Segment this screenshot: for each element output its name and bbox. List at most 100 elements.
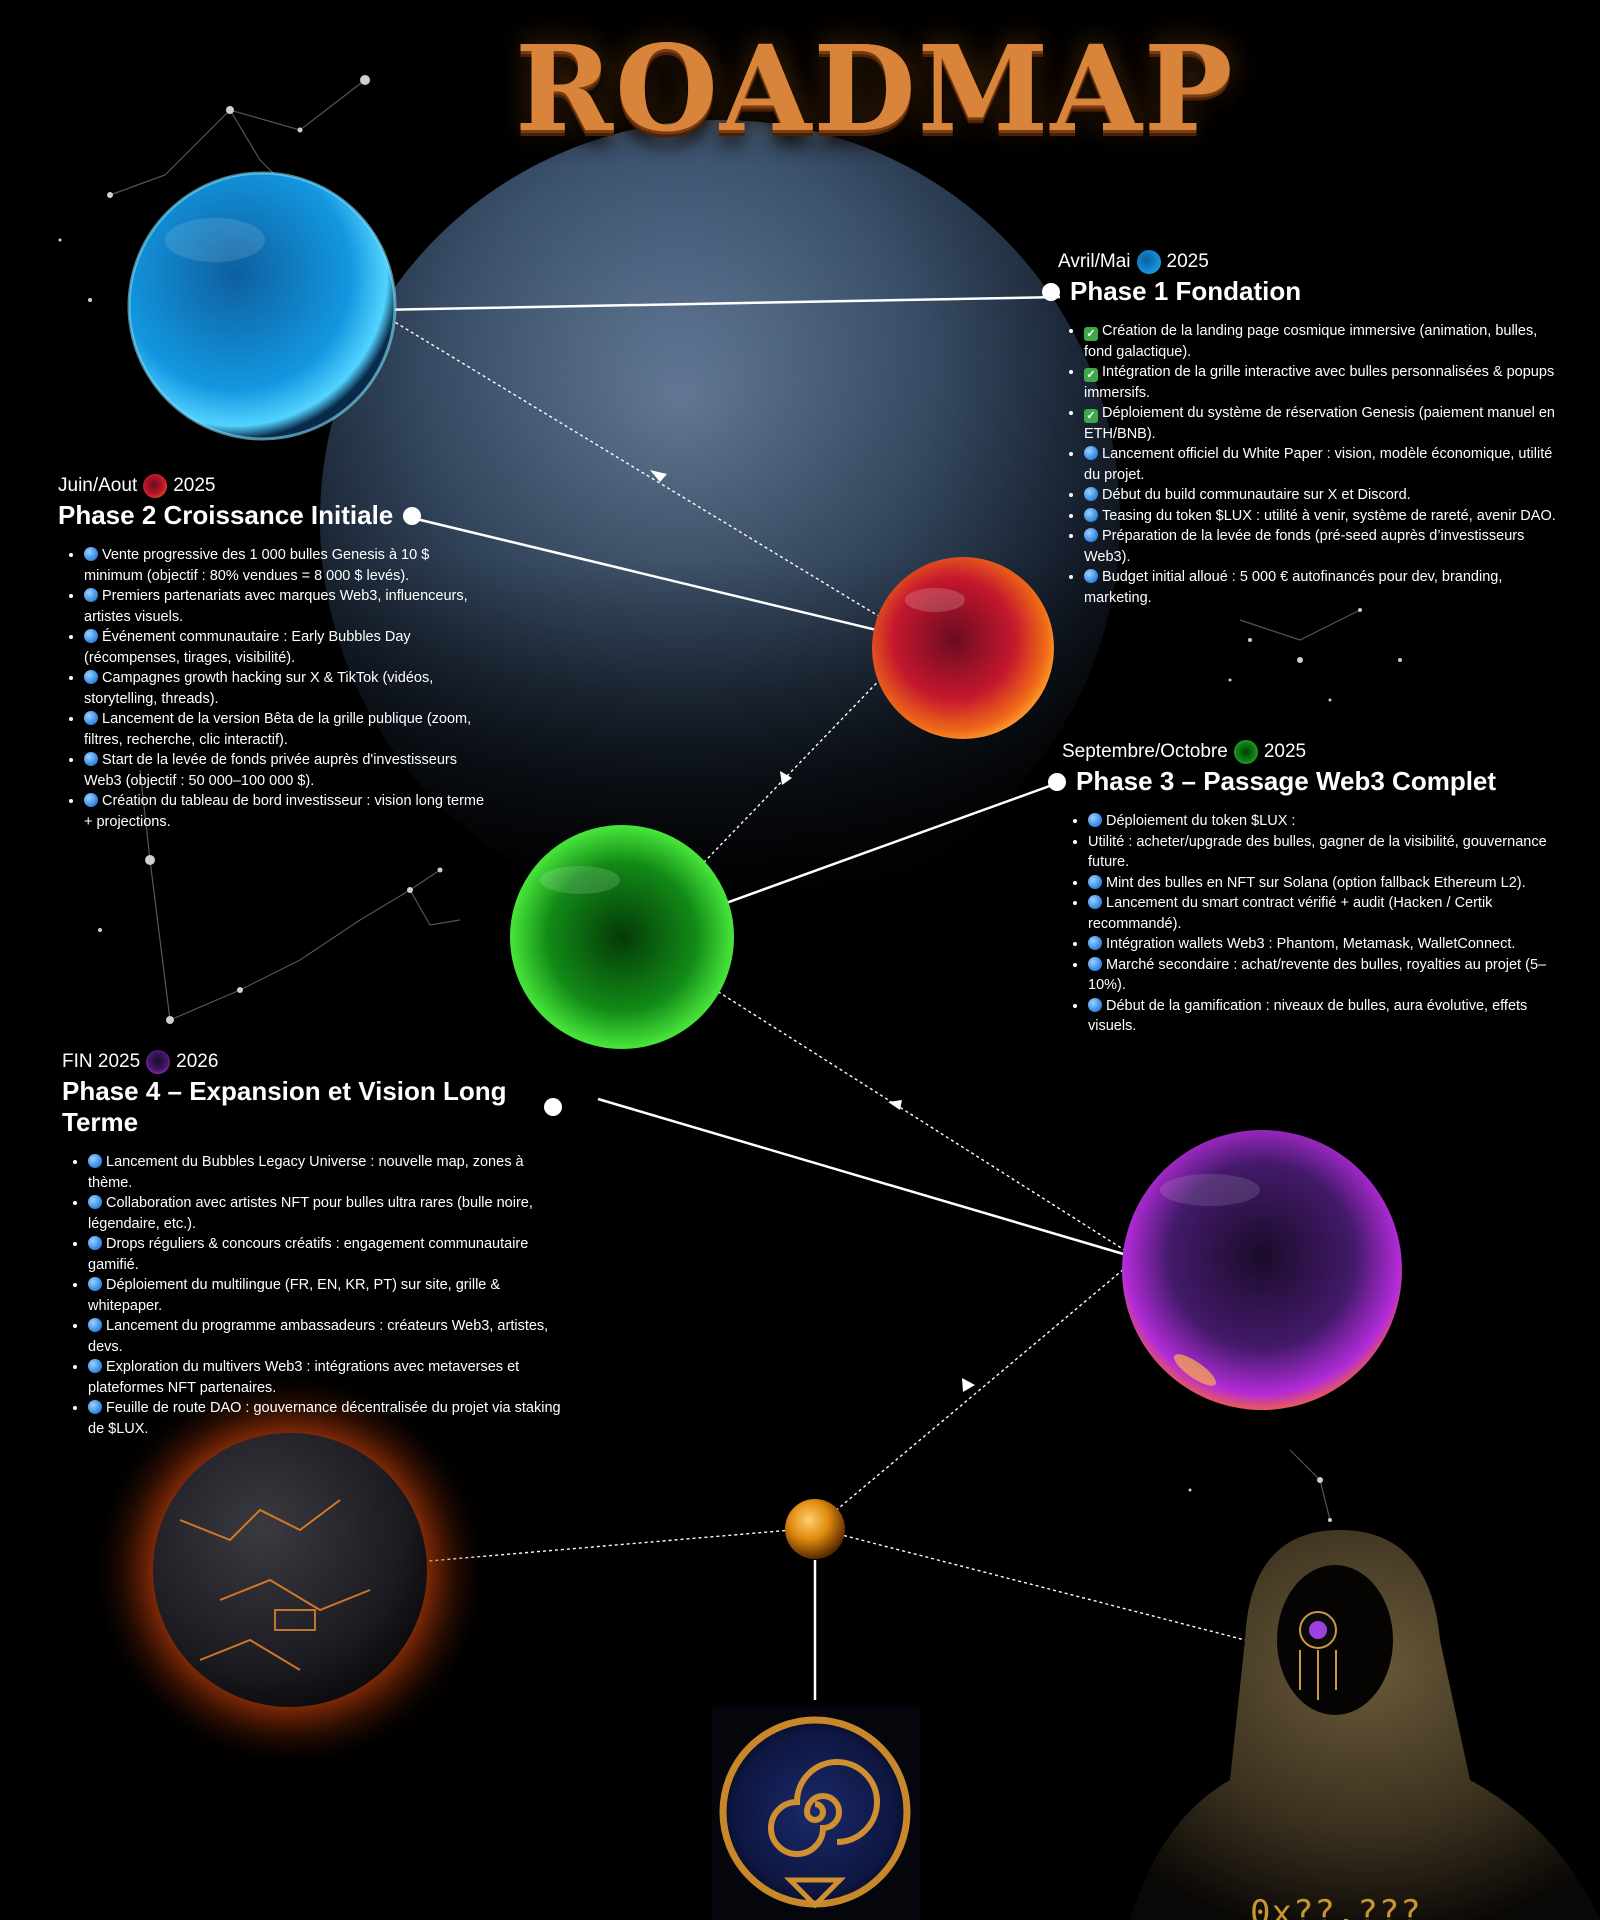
- phase3-item: Lancement du smart contract vérifié + au…: [1088, 893, 1562, 934]
- blue-bubble-icon: [1136, 250, 1161, 274]
- phase4-title-text: Phase 4 – Expansion et Vision Long Terme: [62, 1076, 507, 1137]
- phase3-period: Septembre/Octobre 2025: [1062, 740, 1562, 764]
- phase1-item: Lancement officiel du White Paper : visi…: [1084, 444, 1558, 485]
- phase1-item: Préparation de la levée de fonds (pré-se…: [1084, 526, 1558, 567]
- item-text: Événement communautaire : Early Bubbles …: [84, 629, 411, 666]
- blue-circle-icon: [1084, 528, 1098, 542]
- phase4-item: Feuille de route DAO : gouvernance décen…: [88, 1398, 562, 1439]
- item-text: Lancement du smart contract vérifié + au…: [1088, 895, 1493, 932]
- item-text: Préparation de la levée de fonds (pré-se…: [1084, 528, 1525, 565]
- item-text: Budget initial alloué : 5 000 € autofina…: [1084, 569, 1503, 606]
- item-text: Intégration wallets Web3 : Phantom, Meta…: [1106, 936, 1516, 952]
- phase1-title: Phase 1 Fondation: [1042, 276, 1558, 307]
- phase2-block: Juin/Aout 2025 Phase 2 Croissance Initia…: [58, 474, 488, 832]
- phase1-period-start: Avril/Mai: [1058, 251, 1131, 272]
- item-text: Lancement officiel du White Paper : visi…: [1084, 446, 1553, 483]
- green-bubble-icon: [1233, 740, 1258, 764]
- item-text: Start de la levée de fonds privée auprès…: [84, 752, 457, 789]
- phase3-bubble: [510, 825, 734, 1049]
- phase2-item: Campagnes growth hacking sur X & TikTok …: [84, 668, 488, 709]
- roadmap-title: ROADMAP: [515, 19, 1235, 158]
- blue-circle-icon: [84, 670, 98, 684]
- item-text: Utilité : acheter/upgrade des bulles, ga…: [1088, 833, 1547, 871]
- blue-circle-icon: [84, 793, 98, 807]
- blue-circle-icon: [1084, 507, 1098, 522]
- phase2-title: Phase 2 Croissance Initiale: [58, 500, 488, 531]
- phase2-title-text: Phase 2 Croissance Initiale: [58, 500, 394, 530]
- phase4-item: Collaboration avec artistes NFT pour bul…: [88, 1193, 562, 1234]
- blue-circle-icon: [1088, 813, 1102, 827]
- phase2-item: Événement communautaire : Early Bubbles …: [84, 627, 488, 668]
- phase3-item: Utilité : acheter/upgrade des bulles, ga…: [1088, 832, 1562, 873]
- item-text: Intégration de la grille interactive ave…: [1084, 364, 1555, 401]
- item-text: Feuille de route DAO : gouvernance décen…: [88, 1400, 561, 1437]
- phase4-item: Drops réguliers & concours créatifs : en…: [88, 1234, 562, 1275]
- item-text: Lancement du Bubbles Legacy Universe : n…: [88, 1154, 524, 1191]
- phase1-item: ✓Intégration de la grille interactive av…: [1084, 362, 1558, 403]
- phase4-title: Phase 4 – Expansion et Vision Long Terme: [62, 1076, 562, 1138]
- blue-circle-icon: [1084, 446, 1098, 460]
- checkmark-icon: ✓: [1084, 368, 1098, 382]
- phase4-bubble: [1122, 1130, 1402, 1410]
- checkmark-icon: ✓: [1084, 409, 1098, 423]
- item-text: Début du build communautaire sur X et Di…: [1102, 487, 1411, 503]
- blue-circle-icon: [1088, 874, 1102, 889]
- purple-bubble-icon: [146, 1050, 171, 1074]
- phase1-period: Avril/Mai 2025: [1058, 250, 1558, 274]
- phase2-item: Lancement de la version Bêta de la grill…: [84, 709, 488, 750]
- phase3-item: Déploiement du token $LUX :: [1088, 811, 1562, 832]
- phase3-items: Déploiement du token $LUX : Utilité : ach…: [1062, 811, 1562, 1037]
- phase1-item: Début du build communautaire sur X et Di…: [1084, 485, 1558, 506]
- blue-circle-icon: [88, 1236, 102, 1250]
- phase3-node-dot: [1048, 772, 1066, 791]
- phase2-node-dot: [403, 506, 422, 525]
- phase2-bubble: [872, 557, 1054, 739]
- phase4-items: Lancement du Bubbles Legacy Universe : n…: [62, 1152, 562, 1439]
- phase3-item: Marché secondaire : achat/revente des bu…: [1088, 955, 1562, 996]
- blue-circle-icon: [84, 547, 98, 561]
- blue-circle-icon: [84, 588, 98, 602]
- red-bubble-icon: [143, 474, 168, 498]
- phase2-period-end: 2025: [173, 475, 216, 496]
- item-text: Création de la landing page cosmique imm…: [1084, 323, 1538, 360]
- item-text: Premiers partenariats avec marques Web3,…: [84, 588, 468, 625]
- phase1-title-text: Phase 1 Fondation: [1070, 276, 1302, 306]
- item-text: Campagnes growth hacking sur X & TikTok …: [84, 670, 434, 707]
- node-bubble: [785, 1499, 845, 1559]
- phase1-item: Teasing du token $LUX : utilité à venir,…: [1084, 506, 1558, 527]
- phase2-item: Start de la levée de fonds privée auprès…: [84, 750, 488, 791]
- phase2-period: Juin/Aout 2025: [58, 474, 488, 498]
- phase2-items: Vente progressive des 1 000 bulles Genes…: [58, 545, 488, 832]
- item-text: Teasing du token $LUX : utilité à venir,…: [1102, 507, 1556, 524]
- phase1-item: ✓Création de la landing page cosmique im…: [1084, 321, 1558, 362]
- blue-circle-icon: [1088, 936, 1102, 950]
- item-text: Lancement de la version Bêta de la grill…: [84, 711, 472, 748]
- stars: [58, 75, 1402, 1522]
- phase4-item: Déploiement du multilingue (FR, EN, KR, …: [88, 1275, 562, 1316]
- phase3-item: Intégration wallets Web3 : Phantom, Meta…: [1088, 934, 1562, 955]
- checkmark-icon: ✓: [1084, 327, 1098, 341]
- phase3-item: Début de la gamification : niveaux de bu…: [1088, 996, 1562, 1037]
- phase4-node-dot: [544, 1098, 562, 1116]
- item-text: Drops réguliers & concours créatifs : en…: [88, 1236, 529, 1273]
- phase4-period-end: 2026: [176, 1051, 219, 1072]
- blue-circle-icon: [1088, 895, 1102, 909]
- phase2-item: Création du tableau de bord investisseur…: [84, 791, 488, 832]
- phase1-item: Budget initial alloué : 5 000 € autofina…: [1084, 567, 1558, 608]
- hooded-figure: [1130, 1530, 1600, 1920]
- item-text: Création du tableau de bord investisseur…: [84, 793, 485, 830]
- blue-circle-icon: [88, 1154, 102, 1168]
- blue-circle-icon: [84, 629, 98, 643]
- phase3-period-start: Septembre/Octobre: [1062, 741, 1228, 762]
- phase1-node-dot: [1042, 282, 1060, 301]
- blue-circle-icon: [84, 752, 98, 766]
- blue-circle-icon: [88, 1359, 102, 1373]
- phase4-item: Exploration du multivers Web3 : intégrat…: [88, 1357, 562, 1398]
- item-text: Exploration du multivers Web3 : intégrat…: [88, 1359, 520, 1396]
- wallet-signature: 0x??.???: [1250, 1893, 1422, 1920]
- blue-circle-icon: [88, 1195, 102, 1209]
- item-text: Lancement du programme ambassadeurs : cr…: [88, 1318, 549, 1355]
- item-text: Déploiement du multilingue (FR, EN, KR, …: [88, 1277, 501, 1314]
